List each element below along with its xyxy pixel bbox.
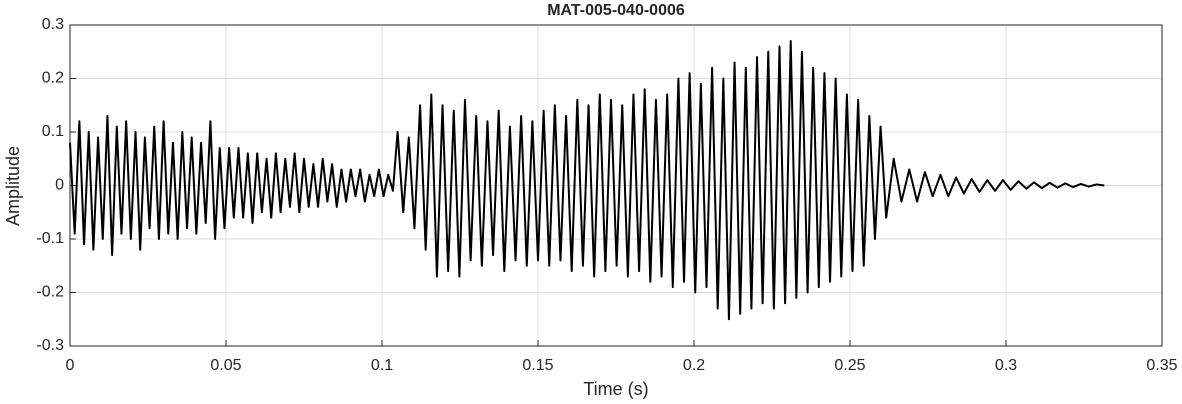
- x-tick-label: 0.15: [522, 357, 553, 374]
- plot-frame: [69, 24, 1163, 347]
- y-tick-label: -0.3: [36, 337, 64, 354]
- x-tick-label: 0: [66, 357, 75, 374]
- y-tick-label: 0.1: [42, 123, 64, 140]
- x-axis-label: Time (s): [583, 379, 648, 399]
- y-tick-label: 0.2: [42, 70, 64, 87]
- y-tick-label: 0: [55, 177, 64, 194]
- x-tick-label: 0.05: [210, 357, 241, 374]
- y-axis-label: Amplitude: [3, 146, 23, 226]
- x-tick-label: 0.3: [995, 357, 1017, 374]
- y-tick-label: -0.1: [36, 230, 64, 247]
- x-tick-label: 0.2: [683, 357, 705, 374]
- x-tick-label: 0.35: [1146, 357, 1177, 374]
- x-tick-label: 0.25: [834, 357, 865, 374]
- y-tick-label: 0.3: [42, 16, 64, 33]
- x-tick-label: 0.1: [371, 357, 393, 374]
- waveform-line: [69, 40, 1105, 321]
- chart-title: MAT-005-040-0006: [547, 2, 685, 19]
- y-tick-label: -0.2: [36, 284, 64, 301]
